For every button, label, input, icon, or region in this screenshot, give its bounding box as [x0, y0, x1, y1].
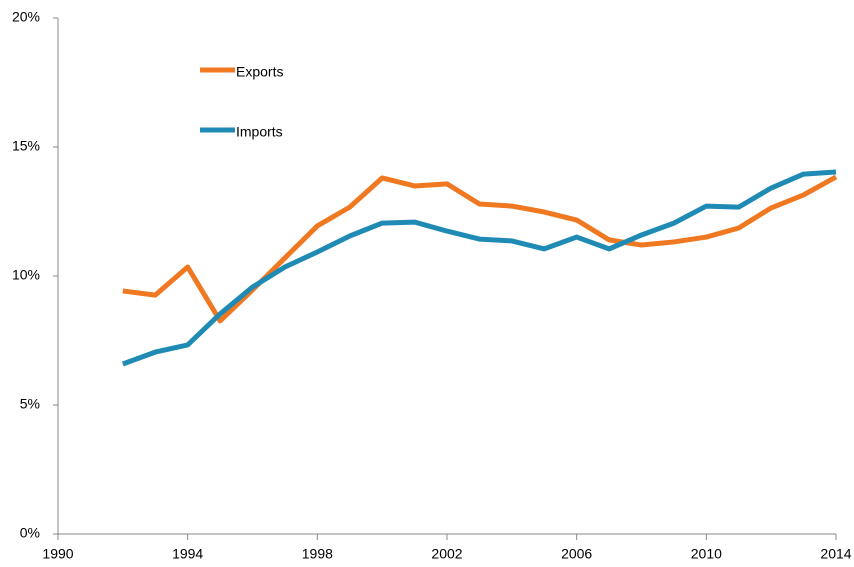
x-tick-label: 2014 [820, 546, 851, 562]
line-series [122, 174, 838, 324]
y-tick-label: 0% [20, 525, 40, 541]
y-tick-label: 5% [20, 396, 40, 412]
x-tick-label: 1994 [172, 546, 203, 562]
x-tick-label: 2010 [691, 546, 722, 562]
y-tick-label: 15% [12, 138, 40, 154]
y-tick-label: 10% [12, 267, 40, 283]
legend-label: Imports [236, 124, 283, 140]
legend-label: Exports [236, 64, 283, 80]
x-tick-label: 1990 [42, 546, 73, 562]
x-tick-label: 1998 [302, 546, 333, 562]
y-tick-label: 20% [12, 9, 40, 25]
x-tick-label: 2006 [561, 546, 592, 562]
x-tick-label: 2002 [431, 546, 462, 562]
line-series [121, 169, 837, 367]
